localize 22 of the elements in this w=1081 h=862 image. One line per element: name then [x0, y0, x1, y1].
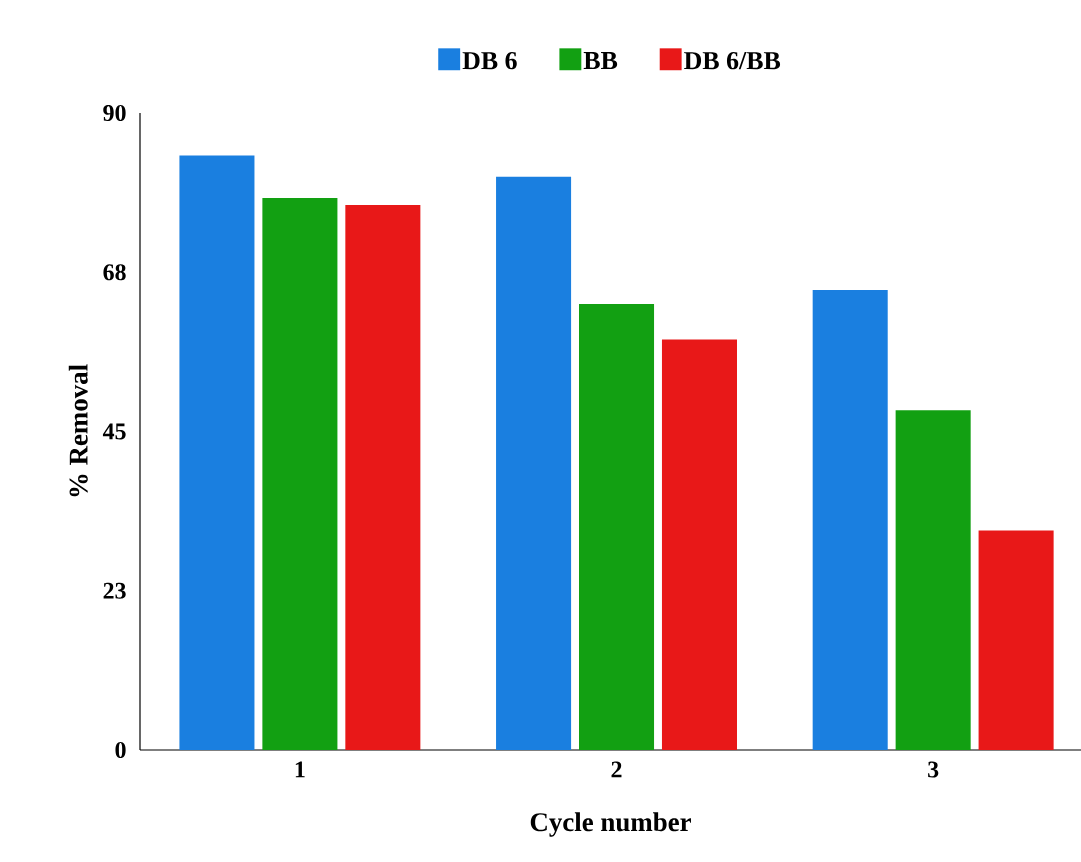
y-axis-title: % Removal [68, 364, 88, 497]
y-tick-label: 90 [103, 104, 126, 122]
legend-label: BB [583, 52, 618, 70]
bar [262, 197, 338, 750]
x-tick-label: 2 [611, 761, 622, 778]
legend-label: DB 6/BB [684, 51, 781, 70]
x-tick-label: 1 [295, 761, 305, 778]
x-axis-title: Cycle number [530, 812, 691, 837]
bar [895, 410, 971, 750]
y-tick-label: 23 [103, 582, 126, 599]
bar [496, 176, 572, 750]
legend-label: DB 6 [462, 51, 517, 70]
y-tick-label: 45 [102, 423, 126, 440]
y-tick-label: 0 [115, 741, 126, 759]
bar [579, 304, 655, 750]
bar [978, 530, 1054, 750]
y-tick-label: 68 [103, 264, 126, 281]
x-tick-label: 3 [928, 761, 939, 778]
bar [179, 155, 255, 750]
bar [345, 205, 421, 750]
bar [661, 339, 737, 750]
bar [812, 289, 888, 750]
